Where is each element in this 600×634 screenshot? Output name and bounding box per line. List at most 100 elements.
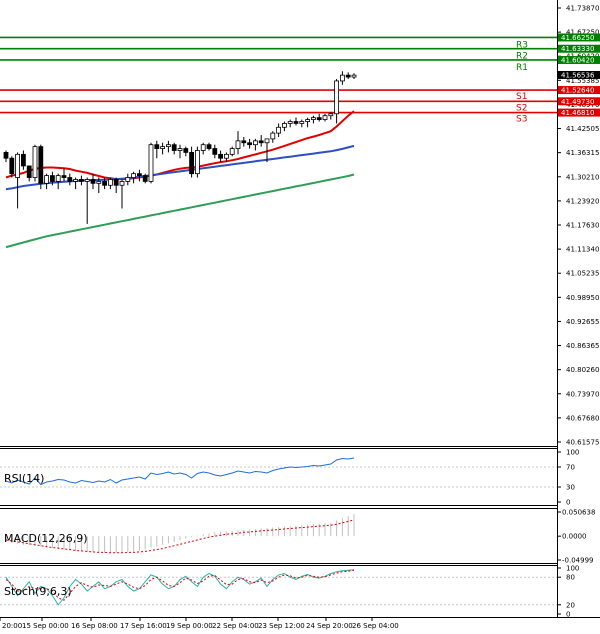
level-name-s3: S3 xyxy=(516,115,527,125)
level-price-box xyxy=(558,33,600,42)
time-tick-label: 15 Sep 00:00 xyxy=(22,622,69,630)
price-tick-label: 40.92655 xyxy=(566,318,599,326)
moving-average-line xyxy=(5,144,355,191)
candle-body xyxy=(84,179,90,182)
candle-body xyxy=(113,179,119,186)
candle-body xyxy=(218,153,224,159)
candle-body xyxy=(38,146,44,184)
candle-body xyxy=(61,175,67,178)
level-price-box xyxy=(558,108,600,117)
candle-body xyxy=(206,144,212,149)
candle-body xyxy=(142,175,148,182)
candle-body xyxy=(154,144,160,149)
candle-body xyxy=(258,140,264,144)
candle-body xyxy=(345,74,351,78)
candle-body xyxy=(339,74,345,82)
candle-body xyxy=(287,121,293,124)
support-resistance-levels xyxy=(0,36,557,114)
price-tick-label: 41.17630 xyxy=(566,222,599,230)
candle-body xyxy=(322,115,328,120)
candlesticks xyxy=(3,71,357,224)
price-tick-label: 41.42505 xyxy=(566,125,599,133)
rsi-tick-label: 0 xyxy=(566,499,570,507)
level-price-box xyxy=(558,97,600,106)
price-tick-label: 40.80260 xyxy=(566,366,599,374)
price-tick-label: 41.05235 xyxy=(566,270,599,278)
candle-body xyxy=(136,173,142,177)
candle-body xyxy=(281,123,287,128)
candle-body xyxy=(55,175,61,182)
candle-body xyxy=(9,157,15,175)
rsi-panel: 100 70 30 0 xyxy=(0,449,579,507)
price-tick-label: 41.30210 xyxy=(566,173,599,181)
level-labels: R3 41.66250 R2 41.63330 R1 41.60420 S1 41.52640… xyxy=(516,33,600,125)
candle-body xyxy=(293,121,299,124)
rsi-label: RSI(14) xyxy=(4,472,44,485)
candle-body xyxy=(102,181,107,186)
level-price-box xyxy=(558,55,600,64)
level-price-box xyxy=(558,44,600,53)
stoch-main-line xyxy=(5,569,355,606)
candle-body xyxy=(328,113,334,117)
current-price-label: 41.56536 xyxy=(561,71,595,79)
candle-body xyxy=(90,179,96,184)
candle-body xyxy=(247,142,253,146)
price-tick-label: 40.61575 xyxy=(566,439,599,447)
time-tick-label: 26 Sep 04:00 xyxy=(352,622,399,630)
stoch-tick-label: 100 xyxy=(566,565,579,573)
candle-body xyxy=(96,181,102,184)
candle-body xyxy=(264,138,270,144)
rsi-tick-label: 30 xyxy=(566,484,575,492)
time-tick-label: 24 Sep 20:00 xyxy=(306,622,353,630)
candle-body xyxy=(334,80,340,115)
level-price-label: 41.46810 xyxy=(561,109,594,117)
candle-body xyxy=(194,150,200,175)
level-price-label: 41.66250 xyxy=(561,34,594,42)
candle-body xyxy=(276,126,282,134)
candle-body xyxy=(79,179,84,182)
candle-body xyxy=(252,140,258,146)
candle-body xyxy=(351,74,357,78)
candle-body xyxy=(177,148,183,151)
candle-body xyxy=(305,119,311,122)
candle-body xyxy=(3,152,9,159)
rsi-tick-label: 70 xyxy=(566,464,575,472)
time-tick-label: 23 Sep 12:00 xyxy=(258,622,305,630)
candle-body xyxy=(183,148,189,153)
stoch-tick-label: 20 xyxy=(566,601,575,609)
price-tick-label: 41.73870 xyxy=(566,5,599,13)
time-tick-label: 22 Sep 04:00 xyxy=(212,622,259,630)
time-axis: 20:00 15 Sep 00:00 16 Sep 08:00 17 Sep 16:0… xyxy=(0,618,399,630)
macd-label: MACD(12,26,9) xyxy=(4,532,88,545)
candle-body xyxy=(20,153,26,167)
candle-body xyxy=(299,121,305,124)
price-tick-label: 41.36315 xyxy=(566,149,599,157)
rsi-tick-label: 100 xyxy=(566,449,579,457)
candle-body xyxy=(235,140,241,149)
macd-tick-label: -0.04999 xyxy=(562,557,593,565)
candle-body xyxy=(165,144,171,148)
candle-body xyxy=(67,177,73,182)
level-price-label: 41.63330 xyxy=(561,45,594,53)
candle-body xyxy=(108,179,113,186)
candle-body xyxy=(241,140,247,144)
macd-tick-label: 0.050638 xyxy=(562,509,595,517)
candle-body xyxy=(310,117,316,120)
level-price-label: 41.52640 xyxy=(561,87,594,95)
level-name-r3: R3 xyxy=(516,40,528,50)
candle-body xyxy=(270,132,276,140)
candle-body xyxy=(44,175,49,184)
candle-body xyxy=(26,165,32,178)
level-name-r2: R2 xyxy=(516,52,528,62)
candle-body xyxy=(212,148,218,155)
macd-tick-label: 0.0000 xyxy=(562,533,587,541)
time-tick-label: 17 Sep 16:00 xyxy=(120,622,167,630)
candle-body xyxy=(200,144,206,151)
level-price-label: 41.49730 xyxy=(561,98,594,106)
price-tick-label: 40.98950 xyxy=(566,294,599,302)
candle-body xyxy=(131,173,137,178)
level-name-r1: R1 xyxy=(516,63,528,73)
candle-body xyxy=(316,117,322,120)
stoch-label: Stoch(9,6,3) xyxy=(4,585,72,598)
level-name-s2: S2 xyxy=(516,103,527,113)
